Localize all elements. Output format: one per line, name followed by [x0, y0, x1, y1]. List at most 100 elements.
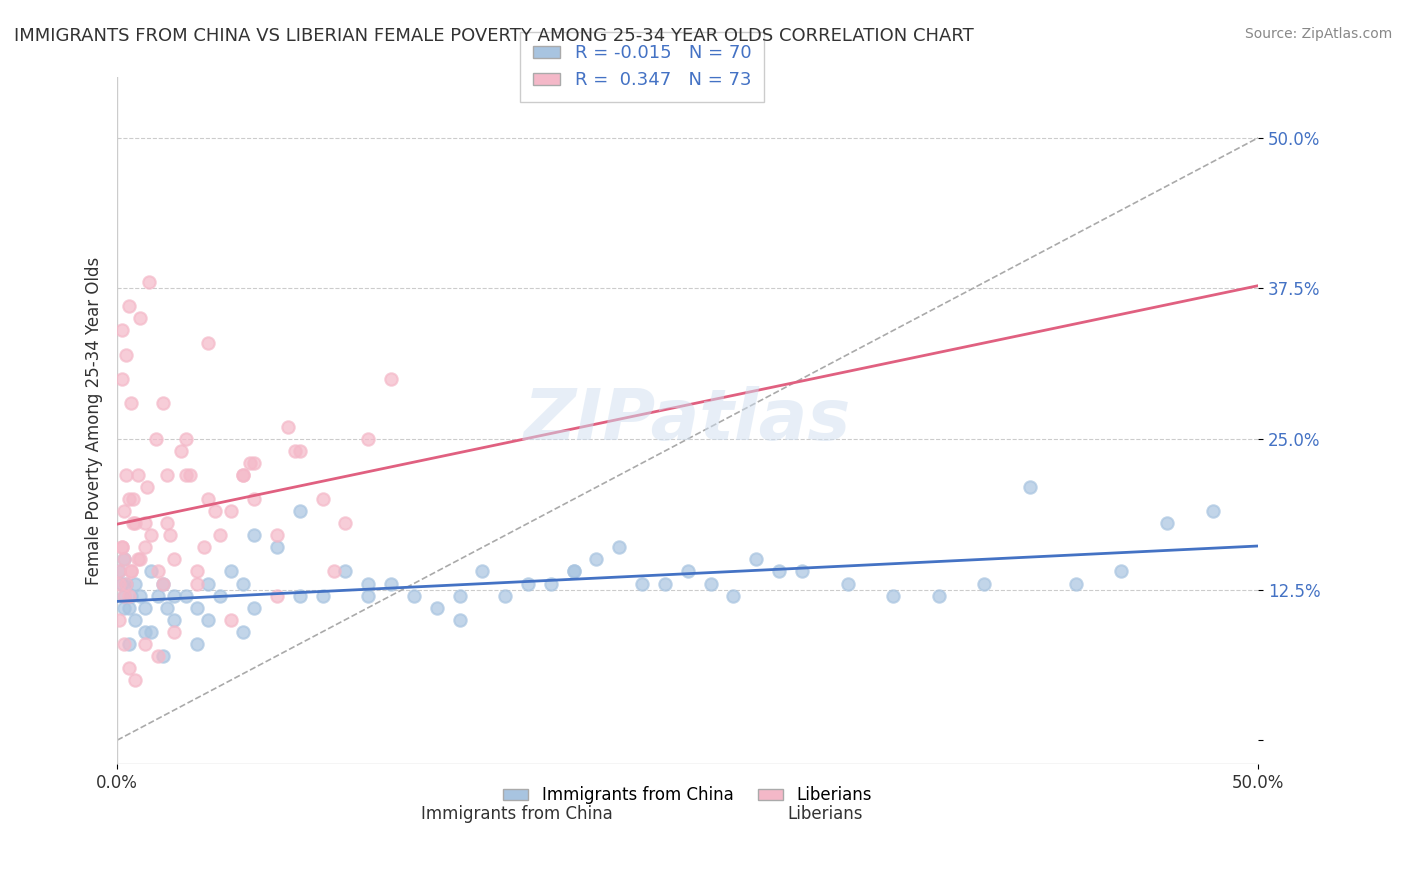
- Point: [127, 468, 149, 483]
- Point: [562, 565, 585, 579]
- Point: [1202, 504, 1225, 518]
- Point: [115, 468, 138, 483]
- Point: [152, 396, 174, 410]
- Point: [117, 492, 139, 507]
- Point: [117, 589, 139, 603]
- Point: [1111, 565, 1133, 579]
- Point: [112, 589, 135, 603]
- Point: [115, 348, 138, 362]
- Point: [699, 576, 721, 591]
- Point: [197, 613, 219, 627]
- Point: [174, 432, 197, 446]
- Y-axis label: Female Poverty Among 25-34 Year Olds: Female Poverty Among 25-34 Year Olds: [86, 257, 103, 585]
- Point: [928, 589, 950, 603]
- Point: [585, 552, 607, 566]
- Point: [197, 576, 219, 591]
- Text: IMMIGRANTS FROM CHINA VS LIBERIAN FEMALE POVERTY AMONG 25-34 YEAR OLDS CORRELATI: IMMIGRANTS FROM CHINA VS LIBERIAN FEMALE…: [14, 27, 974, 45]
- Point: [148, 565, 170, 579]
- Point: [111, 576, 134, 591]
- Point: [156, 600, 179, 615]
- Point: [243, 528, 266, 542]
- Point: [138, 275, 160, 289]
- Point: [323, 565, 346, 579]
- Point: [163, 552, 186, 566]
- Point: [124, 516, 146, 531]
- Point: [141, 624, 163, 639]
- Point: [115, 576, 138, 591]
- Point: [129, 589, 152, 603]
- Point: [243, 600, 266, 615]
- Point: [163, 589, 186, 603]
- Point: [357, 576, 380, 591]
- Point: [723, 589, 745, 603]
- Point: [122, 516, 145, 531]
- Point: [266, 541, 288, 555]
- Point: [117, 600, 139, 615]
- Point: [1156, 516, 1178, 531]
- Point: [108, 565, 131, 579]
- Point: [193, 541, 215, 555]
- Point: [562, 565, 585, 579]
- Point: [357, 589, 380, 603]
- Point: [122, 492, 145, 507]
- Point: [112, 600, 135, 615]
- Point: [174, 589, 197, 603]
- Point: [277, 420, 299, 434]
- Point: [471, 565, 494, 579]
- Point: [156, 468, 179, 483]
- Point: [120, 589, 142, 603]
- Point: [243, 492, 266, 507]
- Point: [676, 565, 699, 579]
- Point: [973, 576, 995, 591]
- Point: [221, 613, 243, 627]
- Point: [243, 456, 266, 470]
- Point: [111, 541, 134, 555]
- Point: [152, 576, 174, 591]
- Point: [129, 311, 152, 326]
- Text: Source: ZipAtlas.com: Source: ZipAtlas.com: [1244, 27, 1392, 41]
- Point: [174, 468, 197, 483]
- Point: [790, 565, 813, 579]
- Point: [108, 576, 131, 591]
- Point: [288, 504, 311, 518]
- Point: [238, 456, 260, 470]
- Point: [311, 589, 333, 603]
- Point: [357, 432, 380, 446]
- Point: [159, 528, 181, 542]
- Point: [124, 673, 146, 687]
- Point: [148, 648, 170, 663]
- Point: [163, 624, 186, 639]
- Point: [204, 504, 226, 518]
- Point: [449, 589, 471, 603]
- Point: [134, 600, 156, 615]
- Point: [112, 504, 135, 518]
- Point: [208, 589, 231, 603]
- Point: [124, 613, 146, 627]
- Point: [115, 576, 138, 591]
- Point: [284, 444, 307, 458]
- Point: [117, 299, 139, 313]
- Point: [335, 565, 357, 579]
- Point: [141, 528, 163, 542]
- Point: [127, 552, 149, 566]
- Point: [134, 516, 156, 531]
- Point: [426, 600, 449, 615]
- Point: [120, 565, 142, 579]
- Point: [380, 576, 402, 591]
- Point: [170, 444, 193, 458]
- Point: [135, 480, 157, 494]
- Point: [111, 323, 134, 337]
- Point: [745, 552, 768, 566]
- Point: [494, 589, 516, 603]
- Point: [112, 552, 135, 566]
- Point: [120, 565, 142, 579]
- Point: [134, 541, 156, 555]
- Point: [134, 624, 156, 639]
- Point: [111, 541, 134, 555]
- Point: [120, 396, 142, 410]
- Point: [221, 504, 243, 518]
- Point: [232, 576, 254, 591]
- Point: [311, 492, 333, 507]
- Point: [197, 335, 219, 350]
- Point: [1064, 576, 1087, 591]
